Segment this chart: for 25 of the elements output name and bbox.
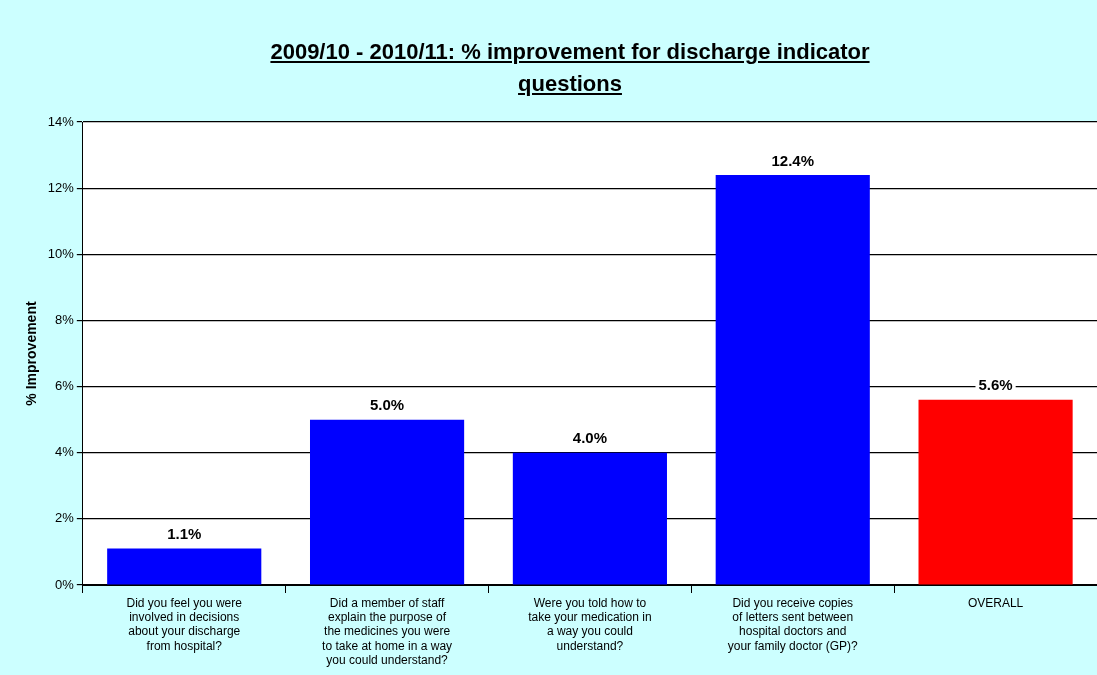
y-tick-label: 0% [55, 576, 75, 592]
y-tick-label: 6% [55, 378, 75, 394]
data-label: 4.0% [572, 429, 608, 447]
bar [310, 419, 465, 585]
y-tick-label: 8% [55, 312, 75, 328]
bar [512, 452, 667, 585]
data-label: 5.0% [369, 396, 405, 414]
x-tick-label: Did a member of staff explain the purpose of the medicines you were to take at home in a way you could understand? [322, 595, 453, 668]
bar [715, 174, 870, 585]
x-tick-label: Did you receive copies of letters sent between hospital doctors and your family doctor (GP)? [727, 595, 859, 653]
y-tick-label: 10% [47, 245, 75, 261]
data-label: 12.4% [771, 151, 815, 169]
y-axis-title: % Improvement [23, 301, 40, 406]
chart-title: 2009/10 - 2010/11: % improvement for discharge indicator questions [269, 38, 871, 98]
x-tick-label: Did you feel you were involved in decisions about your discharge from hospital? [126, 595, 243, 653]
data-label: 5.6% [978, 376, 1013, 394]
bar [107, 548, 262, 585]
x-tick-label: Were you told how to take your medication in a way you could understand? [528, 595, 652, 653]
y-tick-label: 2% [55, 510, 75, 526]
bar [918, 399, 1073, 585]
data-label: 1.1% [167, 525, 202, 543]
y-tick-label: 12% [47, 179, 75, 195]
y-tick-label: 4% [55, 444, 75, 460]
y-tick-label: 14% [47, 113, 75, 129]
x-tick-label: OVERALL [967, 595, 1024, 610]
